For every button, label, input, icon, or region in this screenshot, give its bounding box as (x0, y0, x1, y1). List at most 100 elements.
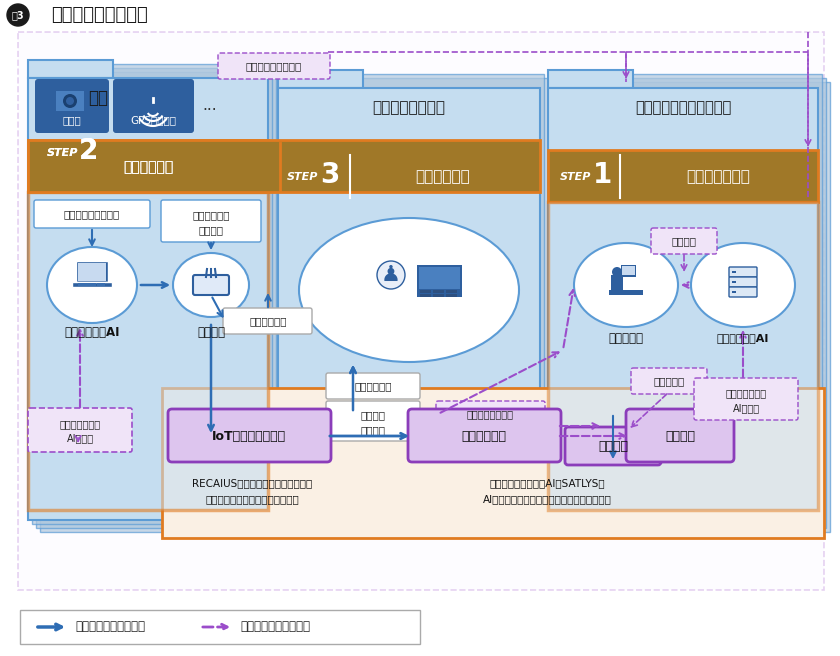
FancyBboxPatch shape (631, 368, 707, 394)
Bar (286, 78, 548, 528)
FancyBboxPatch shape (35, 79, 109, 133)
Text: ♟: ♟ (381, 265, 401, 285)
Text: 映像、位置情報など: 映像、位置情報など (64, 209, 120, 219)
Text: 通信端末: 通信端末 (197, 325, 225, 338)
Text: 巡回中の検出: 巡回中の検出 (123, 160, 173, 174)
Text: 保全・サービスセンター: 保全・サービスセンター (635, 100, 731, 115)
Bar (548, 70, 633, 88)
Bar (609, 290, 643, 295)
Text: 学習処理: 学習処理 (598, 440, 628, 453)
Ellipse shape (691, 243, 795, 327)
Text: ...: ... (202, 98, 218, 113)
FancyBboxPatch shape (729, 287, 757, 297)
Bar (732, 281, 736, 283)
Text: 最新の学習済み: 最新の学習済み (726, 388, 767, 398)
Bar (78, 283, 87, 285)
Ellipse shape (173, 253, 249, 317)
FancyBboxPatch shape (408, 409, 561, 462)
Bar (40, 72, 280, 532)
Ellipse shape (47, 247, 137, 323)
FancyBboxPatch shape (729, 277, 757, 287)
Bar (97, 283, 105, 285)
Bar (556, 78, 826, 528)
Text: 教師データ: 教師データ (654, 376, 685, 386)
Bar (78, 263, 106, 281)
Bar (420, 290, 431, 293)
FancyBboxPatch shape (28, 408, 132, 452)
Text: 巡回中の: 巡回中の (360, 410, 386, 420)
Text: 車両: 車両 (88, 89, 108, 107)
Text: STEP: STEP (47, 148, 79, 158)
Text: 検出結果: 検出結果 (671, 236, 696, 246)
Bar (36, 68, 276, 528)
Ellipse shape (299, 218, 519, 362)
Text: AIモデル: AIモデル (66, 433, 93, 443)
FancyBboxPatch shape (565, 427, 661, 465)
FancyBboxPatch shape (326, 373, 420, 399)
Bar (282, 74, 544, 524)
Bar (56, 91, 84, 111)
Text: 検出結果: 検出結果 (360, 425, 386, 435)
Text: 検出結果: 検出結果 (198, 225, 223, 235)
FancyBboxPatch shape (729, 267, 757, 277)
Text: AIモデル: AIモデル (732, 403, 759, 413)
Bar (417, 265, 462, 297)
Text: STEP: STEP (47, 148, 79, 158)
Bar (433, 294, 444, 297)
Bar (76, 261, 108, 282)
Text: 検出アラーム: 検出アラーム (354, 381, 391, 391)
Bar (278, 70, 363, 88)
FancyBboxPatch shape (326, 401, 420, 441)
Bar (732, 291, 736, 293)
Text: 検出アラーム: 検出アラーム (192, 210, 230, 220)
Text: 推論・学習環境: 推論・学習環境 (686, 169, 750, 184)
Text: 最新の学習済み: 最新の学習済み (60, 419, 101, 429)
Bar (560, 82, 830, 532)
Bar (548, 202, 818, 510)
Text: 映像、位置情報など: 映像、位置情報など (246, 61, 302, 71)
Circle shape (377, 261, 405, 289)
FancyBboxPatch shape (218, 53, 330, 79)
FancyBboxPatch shape (436, 401, 545, 427)
Bar (28, 78, 268, 520)
FancyBboxPatch shape (651, 228, 717, 254)
Text: 路面変状検知AI: 路面変状検知AI (717, 333, 769, 343)
Bar (433, 290, 444, 293)
Bar (72, 282, 112, 287)
Bar (548, 88, 818, 520)
FancyBboxPatch shape (626, 409, 734, 462)
Bar (28, 140, 268, 192)
Bar (621, 264, 636, 277)
Text: 検出結果管理: 検出結果管理 (461, 430, 507, 443)
Text: 確認・蓄積: 確認・蓄積 (608, 331, 643, 344)
FancyBboxPatch shape (168, 409, 331, 462)
Bar (611, 275, 623, 290)
Text: 2: 2 (78, 137, 97, 165)
Text: 2: 2 (78, 137, 97, 165)
Bar (622, 266, 635, 275)
Text: GPSセンサー: GPSセンサー (130, 115, 176, 125)
Text: STEP: STEP (560, 172, 591, 182)
Bar (28, 192, 268, 510)
Bar (87, 283, 96, 285)
Text: STEP: STEP (287, 172, 318, 182)
Bar (446, 294, 457, 297)
FancyBboxPatch shape (34, 200, 150, 228)
Bar (18, 32, 824, 590)
Text: 学習処理: 学習処理 (665, 430, 695, 443)
Bar (419, 267, 460, 289)
Text: アラーム通知: アラーム通知 (416, 169, 470, 184)
Text: カメラ: カメラ (63, 115, 81, 125)
FancyBboxPatch shape (694, 378, 798, 420)
Text: 東芝アナリティクスAI「SATLYS」: 東芝アナリティクスAI「SATLYS」 (489, 478, 605, 488)
Circle shape (66, 97, 74, 105)
Circle shape (63, 94, 77, 108)
Bar (20, 610, 420, 644)
Text: RECAIUSフィールドボイスインカム: RECAIUSフィールドボイスインカム (192, 478, 312, 488)
FancyBboxPatch shape (113, 79, 194, 133)
Circle shape (612, 267, 622, 277)
Text: 道路管制センター: 道路管制センター (372, 100, 445, 115)
Bar (278, 88, 540, 520)
Text: 巡回中の検出: 巡回中の検出 (123, 160, 173, 174)
FancyBboxPatch shape (161, 200, 261, 242)
